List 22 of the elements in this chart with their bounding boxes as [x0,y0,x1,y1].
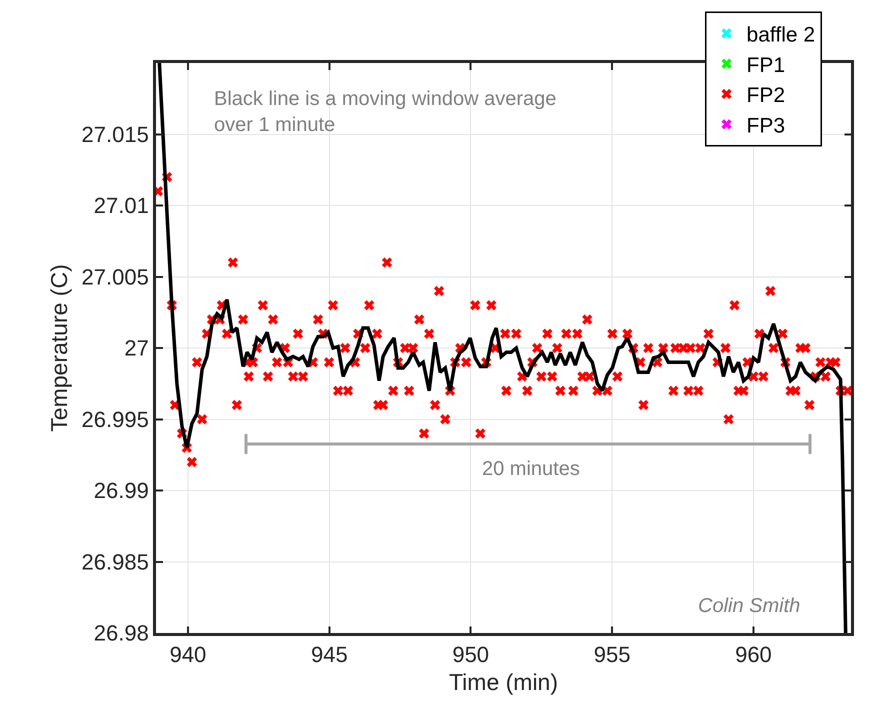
y-tick-label: 27 [124,336,149,361]
legend-label: FP2 [746,84,786,108]
x-tick-label: 960 [735,642,772,668]
legend-label: baffle 2 [746,24,816,47]
annotation: 20 minutes [482,458,580,480]
x-axis-title: Time (min) [448,668,558,695]
annotation: Black line is a moving window average over 1 minute [214,88,556,136]
y-tick-label: 26.985 [82,549,149,574]
x-tick-label: 955 [594,642,630,668]
legend-label: FP1 [746,54,786,77]
y-tick-label: 26.98 [94,620,149,646]
y-tick-label: 27.01 [94,193,149,218]
y-tick-label: 26.99 [94,478,149,504]
y-tick-label: 27.005 [82,264,149,290]
annotation: Colin Smith [698,595,800,617]
y-axis-title: Temperature (C) [46,264,72,432]
legend-label: FP3 [746,114,786,138]
y-tick-label: 27.015 [82,122,149,147]
y-tick-label: 26.995 [82,406,149,432]
x-tick-label: 945 [310,642,348,668]
x-tick-label: 950 [452,642,490,668]
x-tick-label: 940 [170,642,206,668]
